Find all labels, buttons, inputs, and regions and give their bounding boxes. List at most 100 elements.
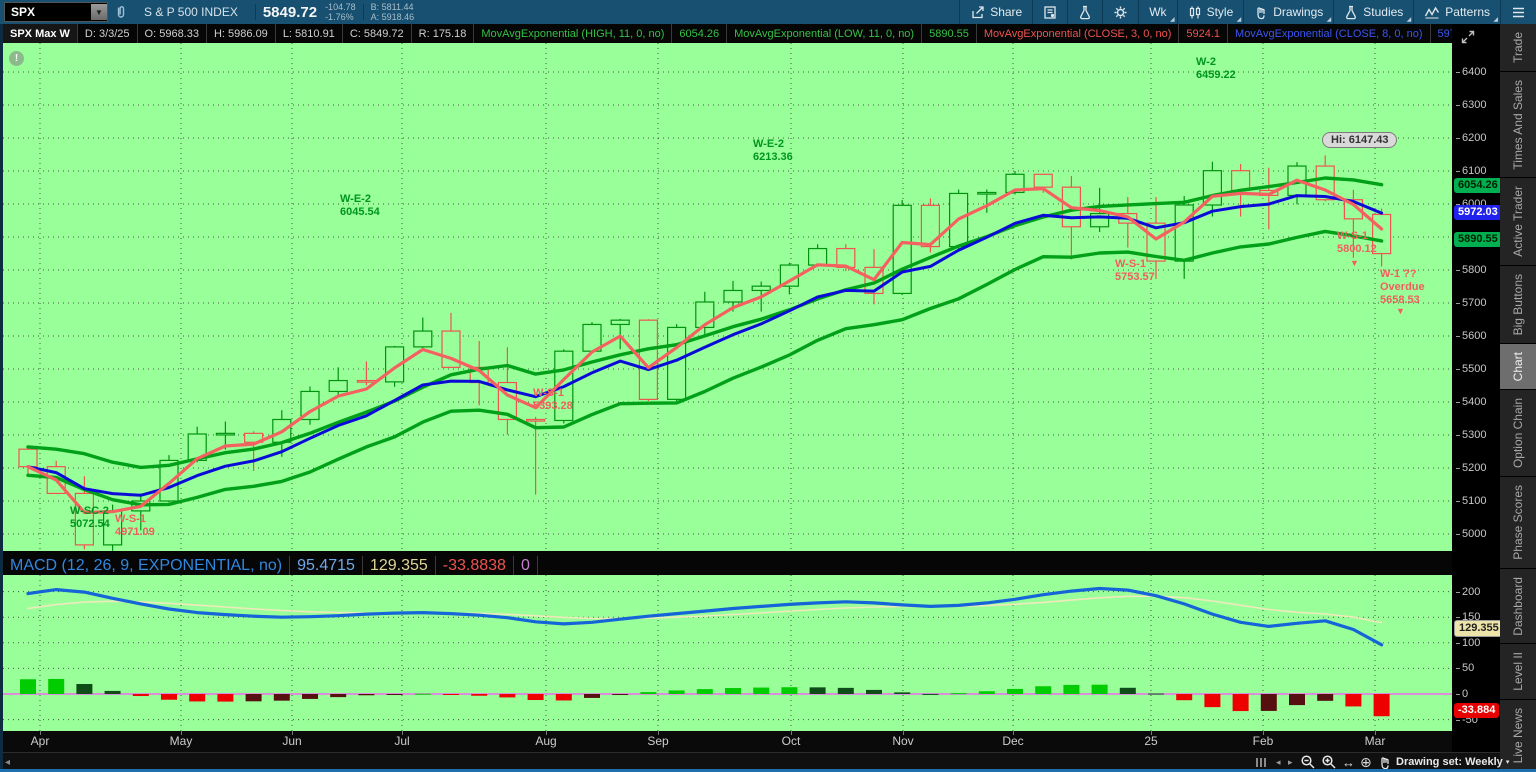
price-tick-label: 5200 xyxy=(1455,462,1487,474)
time-axis-label: Dec xyxy=(1002,734,1024,748)
macd-bubble: 129.355 xyxy=(1454,619,1504,637)
macd-plot xyxy=(3,575,1452,731)
macd-tick-label: 50 xyxy=(1455,662,1475,675)
hand-icon xyxy=(1254,5,1268,20)
zoom-in-icon[interactable] xyxy=(1321,754,1337,770)
gear-icon[interactable] xyxy=(1102,0,1138,24)
chart-bottom-toolbar: ◂ ◂ ▸ ↔ ⊕ Drawing set: Weekly ▾ xyxy=(0,752,1509,771)
time-tick xyxy=(402,731,403,735)
drawings-button[interactable]: Drawings ◢ xyxy=(1243,0,1333,24)
sidebar-tab-phase-scores[interactable]: Phase Scores xyxy=(1500,477,1536,569)
symbol-description: S & P 500 INDEX xyxy=(144,5,238,19)
data-cell: MovAvgExponential (LOW, 11, 0, no) xyxy=(727,24,923,43)
patterns-icon xyxy=(1424,5,1440,20)
price-bubble: 5972.03 xyxy=(1454,205,1502,221)
pan-left-arrow[interactable]: ◂ xyxy=(1276,756,1281,767)
main-price-chart[interactable]: ! W-2 6459.22 W-E-2 6213.36 W-E-2 6045.54 W… xyxy=(3,43,1452,551)
alert-circle-icon[interactable]: ! xyxy=(9,51,24,66)
time-axis[interactable]: Apr May Jun Jul Aug Sep Oct Nov Dec 25 Feb Mar xyxy=(3,731,1452,752)
sidebar-tab-trade[interactable]: Trade xyxy=(1500,24,1536,72)
time-axis-label: Mar xyxy=(1364,734,1386,748)
drawing-set-selector[interactable]: Drawing set: Weekly ▾ xyxy=(1396,756,1510,768)
data-cell: L: 5810.91 xyxy=(276,24,343,43)
symbol-input[interactable]: SPX ▼ xyxy=(4,2,108,22)
reset-zoom-icon[interactable] xyxy=(1460,29,1476,45)
sidebar-tab-option-chain[interactable]: Option Chain xyxy=(1500,390,1536,478)
data-cell: MACD (12, 26, 9, EXPONENTIAL, no) xyxy=(3,556,291,575)
flask-icon xyxy=(1078,5,1092,20)
data-cell: MovAvgExponential (CLOSE, 3, 0, no) xyxy=(977,24,1180,43)
menu-icon xyxy=(1511,6,1526,19)
data-cell: R: 175.18 xyxy=(412,24,475,43)
price-axis[interactable]: 6400630062006100600059005800570056005500… xyxy=(1452,24,1504,752)
change-value: -104.78 xyxy=(325,2,356,12)
price-tick-label: 5600 xyxy=(1455,330,1487,342)
symbol-value[interactable]: SPX xyxy=(11,5,36,19)
scrollbar-handle[interactable] xyxy=(1256,754,1266,770)
link-paperclip-icon[interactable] xyxy=(114,4,128,20)
price-tick-label: 5100 xyxy=(1455,495,1487,507)
time-tick xyxy=(292,731,293,735)
sidebar-tab-label: Times And Sales xyxy=(1511,79,1525,170)
data-cell: H: 5986.09 xyxy=(207,24,276,43)
time-tick xyxy=(791,731,792,735)
price-tick-label: 5500 xyxy=(1455,363,1487,375)
sidebar-tab-label: Option Chain xyxy=(1511,398,1525,469)
down-triangle-marker: ▼ xyxy=(1350,258,1359,268)
sidebar-tab-label: Big Buttons xyxy=(1511,273,1525,336)
dropdown-caret-icon: ◢ xyxy=(1169,17,1175,23)
time-axis-label: Feb xyxy=(1252,734,1274,748)
dropdown-caret-icon: ◢ xyxy=(1236,17,1242,23)
sidebar-tab-chart[interactable]: Chart xyxy=(1500,343,1536,391)
sidebar-tab-times-and-sales[interactable]: Times And Sales xyxy=(1500,71,1536,179)
candles-icon xyxy=(1188,5,1202,20)
wk-button[interactable]: Wk ◢ xyxy=(1138,0,1176,24)
data-cell: MovAvgExponential (HIGH, 11, 0, no) xyxy=(474,24,673,43)
time-axis-label: May xyxy=(169,734,193,748)
zoom-out-icon[interactable] xyxy=(1300,754,1316,770)
time-axis-label: Oct xyxy=(781,734,801,748)
symbol-dropdown-icon[interactable]: ▼ xyxy=(91,4,107,20)
time-axis-label: Aug xyxy=(535,734,557,748)
time-axis-label: Jul xyxy=(394,734,410,748)
data-cell: SPX Max W xyxy=(3,24,78,43)
flask-icon[interactable] xyxy=(1067,0,1102,24)
time-tick xyxy=(1375,731,1376,735)
hand-pan-icon[interactable] xyxy=(1378,754,1392,770)
macd-tick-label: 200 xyxy=(1455,585,1481,598)
pan-right-arrow[interactable]: ▸ xyxy=(1288,756,1293,767)
data-cell: C: 5849.72 xyxy=(343,24,412,43)
share-button[interactable]: Share xyxy=(959,0,1032,24)
patterns-button[interactable]: Patterns ◢ xyxy=(1413,0,1500,24)
data-cell: 129.355 xyxy=(363,556,436,575)
dropdown-caret-icon: ◢ xyxy=(1406,17,1412,23)
wave-annotation: W-E-2 6213.36 xyxy=(753,138,793,163)
crosshair-mode-icon[interactable]: ⊕ xyxy=(1360,753,1372,770)
data-cell: 6054.26 xyxy=(672,24,728,43)
scroll-left-arrow[interactable]: ◂ xyxy=(5,756,11,768)
macd-study-panel[interactable] xyxy=(3,575,1452,731)
studies-button[interactable]: Studies ◢ xyxy=(1333,0,1413,24)
sidebar-tab-big-buttons[interactable]: Big Buttons xyxy=(1500,265,1536,344)
sidebar-tab-label: Chart xyxy=(1511,351,1525,382)
sidebar-tab-active-trader[interactable]: Active Trader xyxy=(1500,178,1536,266)
menu-icon[interactable] xyxy=(1500,0,1536,24)
sidebar-tab-label: Level II xyxy=(1511,652,1525,691)
sidebar-tab-level-ii[interactable]: Level II xyxy=(1500,644,1536,700)
sidebar-tab-dashboard[interactable]: Dashboard xyxy=(1500,568,1536,645)
style-button[interactable]: Style ◢ xyxy=(1176,0,1244,24)
last-price: 5849.72 xyxy=(262,3,318,21)
price-tick-label: 5000 xyxy=(1455,528,1487,540)
wave-annotation: W-1 ?? Overdue 5658.53 xyxy=(1380,268,1425,306)
wave-annotation: W-S-1 5753.57 xyxy=(1115,258,1155,283)
price-tick-label: 5700 xyxy=(1455,297,1487,309)
wave-annotation: W-S-1 5393.28 xyxy=(533,387,573,412)
ask-value: A: 5918.46 xyxy=(370,12,415,22)
horizontal-expand-icon[interactable]: ↔ xyxy=(1342,754,1355,770)
time-axis-label: Jun xyxy=(282,734,302,748)
time-axis-label: Apr xyxy=(30,734,50,748)
news-note-icon[interactable] xyxy=(1032,0,1067,24)
data-cell: D: 3/3/25 xyxy=(78,24,138,43)
data-cell: 5890.55 xyxy=(922,24,977,43)
